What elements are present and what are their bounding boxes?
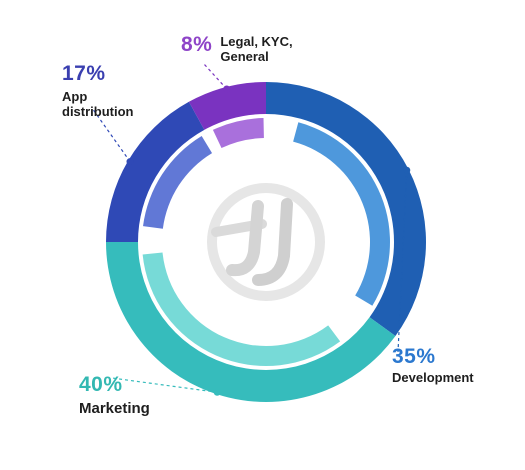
- slice-inner-development: [293, 122, 390, 306]
- pct-app-distribution: 17%: [62, 62, 106, 85]
- leader-dot-marketing: [213, 388, 221, 396]
- slice-inner-marketing: [142, 252, 341, 366]
- cat-marketing: Marketing: [79, 400, 150, 418]
- slice-inner-legal-kyc-general: [212, 118, 264, 149]
- pct-development: 35%: [392, 345, 436, 368]
- pct-marketing: 40%: [79, 373, 123, 396]
- pct-legal: 8%: [181, 33, 213, 56]
- center-logo: [207, 183, 325, 301]
- cat-app-distribution: App distribution: [62, 89, 134, 120]
- label-marketing: 40% Marketing: [79, 373, 150, 417]
- label-legal: 8% Legal, KYC, General: [181, 33, 310, 65]
- leader-development: [397, 170, 408, 353]
- label-development: 35% Development: [392, 345, 481, 386]
- slice-development: [266, 82, 426, 337]
- label-app-distribution: 17% App distribution: [62, 62, 142, 120]
- slice-inner-app-distribution: [143, 135, 213, 229]
- slice-legal-kyc-general: [188, 82, 266, 130]
- leader-legal-kyc-general: [203, 63, 228, 90]
- leader-dot-app-distribution: [126, 158, 134, 166]
- slice-app-distribution: [106, 101, 205, 243]
- slices-group: [106, 82, 426, 402]
- cat-legal: Legal, KYC, General: [220, 34, 293, 64]
- leader-lines: [91, 63, 411, 396]
- cat-development: Development: [392, 370, 474, 386]
- leader-dot-development: [403, 166, 411, 174]
- leader-app-distribution: [91, 107, 131, 162]
- slice-marketing: [106, 242, 396, 402]
- leader-dot-legal-kyc-general: [223, 85, 231, 93]
